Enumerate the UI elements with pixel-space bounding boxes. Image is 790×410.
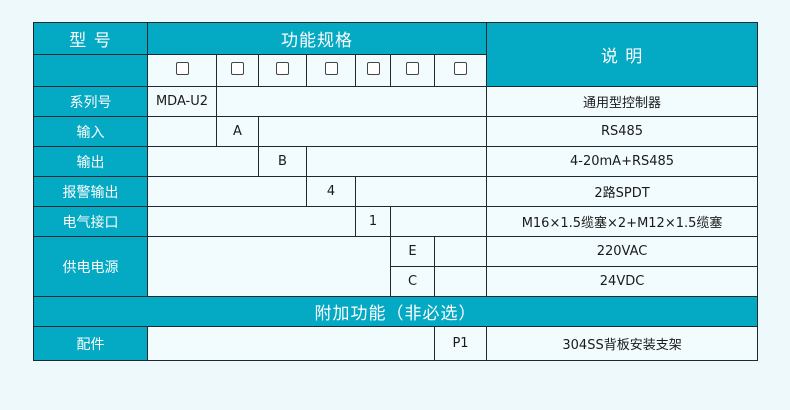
code-slot <box>258 54 307 87</box>
row-desc: 4-20mA+RS485 <box>486 146 759 177</box>
row-desc: RS485 <box>486 116 759 147</box>
model-selection-table: 型 号 功能规格 说 明 系列号 MDA-U2 通用型控制器 输入 A RS48… <box>32 22 759 361</box>
empty-checkbox-icon <box>231 62 244 75</box>
header-desc: 说 明 <box>486 22 759 87</box>
empty-checkbox-icon <box>366 62 380 75</box>
empty-checkbox-icon <box>406 62 419 75</box>
code-slot <box>306 54 356 87</box>
row-code: A <box>216 116 259 147</box>
extra-section-title: 附加功能（非必选） <box>32 296 759 327</box>
row-code: C <box>390 266 435 297</box>
row-code: 1 <box>355 206 391 237</box>
table-row: 供电电源 E 220VAC <box>33 236 759 297</box>
row-desc: 24VDC <box>486 266 759 297</box>
row-code: P1 <box>433 326 488 361</box>
header-blank <box>33 54 148 87</box>
code-slot <box>355 54 391 87</box>
row-label: 输入 <box>33 116 148 147</box>
row-code: 4 <box>306 176 356 207</box>
table-row: 系列号 MDA-U2 通用型控制器 <box>33 86 759 117</box>
row-desc: 通用型控制器 <box>486 86 759 117</box>
empty-checkbox-icon <box>276 62 289 75</box>
row-label: 输出 <box>33 146 148 177</box>
code-slot <box>216 54 259 87</box>
row-label: 供电电源 <box>33 236 148 297</box>
table-row: 电气接口 1 M16×1.5缆塞×2+M12×1.5缆塞 <box>33 206 759 237</box>
table-row: 输入 A RS485 <box>33 116 759 147</box>
empty-checkbox-icon <box>175 62 189 75</box>
row-code: MDA-U2 <box>147 86 217 117</box>
empty-checkbox-icon <box>324 62 338 75</box>
row-desc: 2路SPDT <box>486 176 759 207</box>
code-slot <box>390 54 435 87</box>
row-code: B <box>258 146 307 177</box>
row-desc: 220VAC <box>486 236 759 267</box>
table-row: 报警输出 4 2路SPDT <box>33 176 759 207</box>
table-row: C 24VDC <box>34 266 759 297</box>
row-code: E <box>390 236 435 267</box>
header-model: 型 号 <box>33 22 148 55</box>
row-label: 配件 <box>33 326 148 361</box>
row-label: 报警输出 <box>33 176 148 207</box>
empty-checkbox-icon <box>454 62 468 75</box>
header-spec: 功能规格 <box>146 22 488 55</box>
code-slot <box>433 54 488 87</box>
row-label: 电气接口 <box>33 206 148 237</box>
code-slot <box>147 54 217 87</box>
row-label: 系列号 <box>33 86 148 117</box>
row-desc: M16×1.5缆塞×2+M12×1.5缆塞 <box>486 206 759 237</box>
table-row: 配件 P1 304SS背板安装支架 <box>33 326 759 361</box>
row-desc: 304SS背板安装支架 <box>486 326 759 361</box>
table-row: 输出 B 4-20mA+RS485 <box>33 146 759 177</box>
